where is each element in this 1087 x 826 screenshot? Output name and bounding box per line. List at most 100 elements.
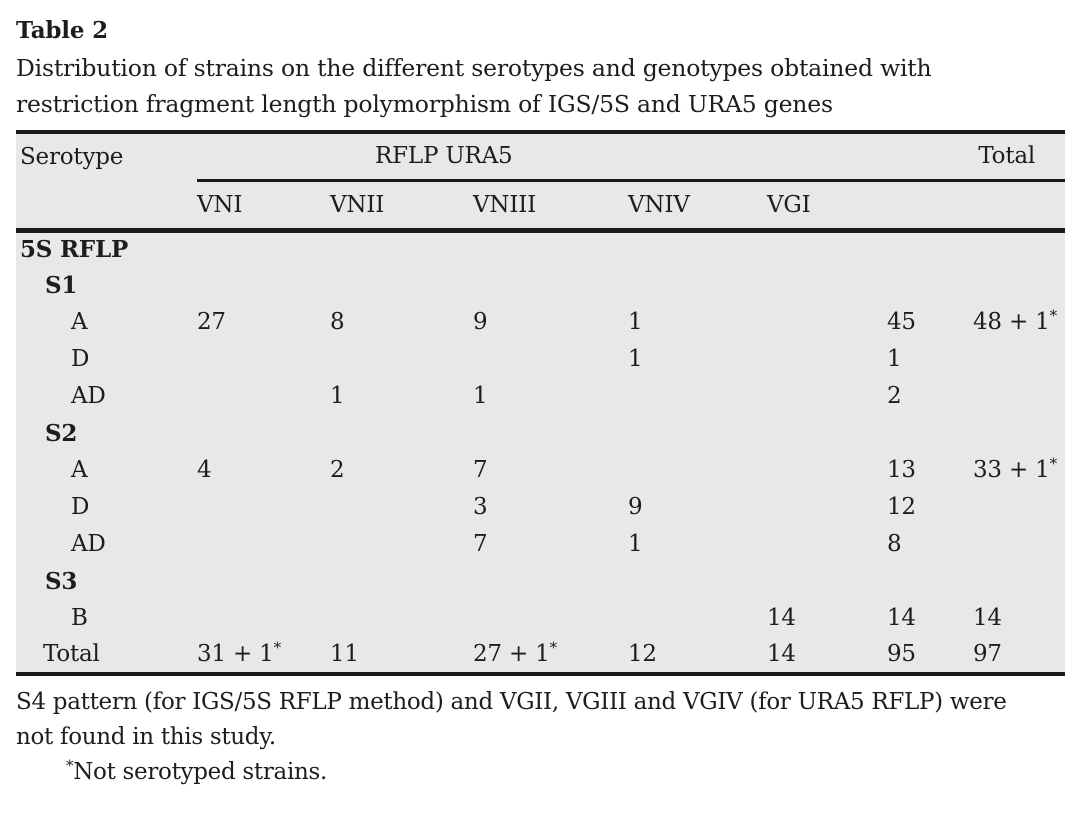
value-cell bbox=[330, 341, 473, 378]
value-cell bbox=[197, 526, 330, 563]
value-cell: 27 + 1* bbox=[473, 638, 558, 667]
value-cell bbox=[473, 600, 628, 637]
value-cell: 12 bbox=[887, 493, 916, 520]
header-row-spanner: Serotype RFLP URA5 Total bbox=[16, 132, 1066, 182]
value-cell bbox=[767, 563, 887, 600]
value-cell: 14 bbox=[887, 604, 916, 631]
value-cell bbox=[767, 230, 887, 267]
table-row: D 1 1 bbox=[16, 341, 1065, 378]
value-cell bbox=[887, 563, 973, 600]
value-cell: 8 bbox=[330, 308, 345, 335]
value-cell: 2 bbox=[887, 382, 902, 409]
value-cell bbox=[887, 267, 973, 304]
table-row: S2 bbox=[16, 415, 1065, 452]
value-cell bbox=[330, 267, 473, 304]
table-row: Total 31 + 1* 11 27 + 1* 12 14 95 97 bbox=[16, 637, 1065, 674]
empty-header-cell bbox=[16, 180, 197, 233]
asterisk-superscript: * bbox=[1049, 454, 1058, 473]
row-label: A bbox=[71, 456, 88, 483]
table-row: D 3 9 12 bbox=[16, 489, 1065, 526]
value-cell: 1 bbox=[628, 345, 643, 372]
serotype-genotype-table: Serotype RFLP URA5 Total VNI VNII VNIII … bbox=[16, 130, 1066, 676]
value-cell bbox=[887, 415, 973, 452]
header-row-genotypes: VNI VNII VNIII VNIV VGI bbox=[16, 180, 1066, 233]
value-cell bbox=[767, 526, 887, 563]
value-cell bbox=[197, 563, 330, 600]
value-cell bbox=[628, 415, 767, 452]
column-group-header-rflp-ura5: RFLP URA5 bbox=[375, 143, 513, 170]
value-cell bbox=[767, 489, 887, 526]
value-cell bbox=[197, 378, 330, 415]
column-header-vgi: VGI bbox=[767, 180, 887, 233]
value-cell: 27 bbox=[197, 308, 226, 335]
value-cell: 1 bbox=[887, 345, 902, 372]
value-cell bbox=[628, 230, 767, 267]
row-label: AD bbox=[71, 530, 106, 557]
asterisk-superscript: * bbox=[273, 638, 282, 657]
value-cell bbox=[767, 378, 887, 415]
value-cell bbox=[973, 267, 1065, 304]
value-cell bbox=[767, 267, 887, 304]
value-cell bbox=[767, 304, 887, 341]
value-cell: 7 bbox=[473, 530, 488, 557]
value-cell bbox=[628, 378, 767, 415]
value-cell bbox=[973, 378, 1065, 415]
value-cell bbox=[473, 341, 628, 378]
value-cell bbox=[197, 230, 330, 267]
row-label: B bbox=[71, 604, 88, 631]
table-row: A 27 8 9 1 45 48 + 1* bbox=[16, 304, 1065, 341]
value-cell bbox=[330, 415, 473, 452]
column-header-vnii: VNII bbox=[330, 180, 473, 233]
asterisk-superscript: * bbox=[1049, 306, 1058, 325]
column-header-total: Total bbox=[978, 143, 1036, 170]
value-cell: 2 bbox=[330, 456, 345, 483]
row-label: D bbox=[71, 493, 90, 520]
value-cell: 12 bbox=[628, 640, 657, 667]
row-label: 5S RFLP bbox=[20, 236, 129, 264]
value-cell bbox=[767, 341, 887, 378]
value-cell bbox=[197, 267, 330, 304]
value-cell: 1 bbox=[330, 382, 345, 409]
value-cell: 9 bbox=[628, 493, 643, 520]
column-header-vniii: VNIII bbox=[473, 180, 628, 233]
asterisk-superscript: * bbox=[549, 638, 558, 657]
value-cell bbox=[473, 267, 628, 304]
value-cell bbox=[330, 600, 473, 637]
table-row: S1 bbox=[16, 267, 1065, 304]
footnote-line-1: S4 pattern (for IGS/5S RFLP method) and … bbox=[16, 689, 1007, 715]
value-cell bbox=[973, 526, 1065, 563]
value-cell bbox=[330, 489, 473, 526]
value-cell bbox=[973, 341, 1065, 378]
table-row: S3 bbox=[16, 563, 1065, 600]
asterisk-marker: * bbox=[66, 756, 74, 775]
value-cell bbox=[473, 230, 628, 267]
value-cell bbox=[973, 489, 1065, 526]
row-label: S2 bbox=[45, 419, 78, 447]
value-cell: 1 bbox=[628, 308, 643, 335]
value-cell bbox=[473, 415, 628, 452]
value-cell bbox=[973, 563, 1065, 600]
value-cell bbox=[887, 230, 973, 267]
value-cell bbox=[197, 341, 330, 378]
value-cell bbox=[973, 415, 1065, 452]
row-label: AD bbox=[71, 382, 106, 409]
row-label: A bbox=[71, 308, 88, 335]
table-row: AD 1 1 2 bbox=[16, 378, 1065, 415]
row-label: S1 bbox=[45, 271, 78, 299]
value-cell bbox=[197, 489, 330, 526]
value-cell: 97 bbox=[973, 640, 1002, 667]
value-cell bbox=[628, 267, 767, 304]
row-label: Total bbox=[43, 640, 100, 667]
value-cell: 4 bbox=[197, 456, 212, 483]
table-footnotes: S4 pattern (for IGS/5S RFLP method) and … bbox=[16, 685, 1065, 790]
table-row: AD 7 1 8 bbox=[16, 526, 1065, 563]
value-cell bbox=[628, 452, 767, 489]
column-header-vniv: VNIV bbox=[628, 180, 767, 233]
value-cell: 9 bbox=[473, 308, 488, 335]
empty-header-cell bbox=[973, 180, 1066, 233]
table-row: 5S RFLP bbox=[16, 230, 1065, 267]
value-cell: 45 bbox=[887, 308, 916, 335]
value-cell bbox=[767, 452, 887, 489]
table-title: Table 2 bbox=[16, 17, 108, 44]
value-cell: 33 + 1* bbox=[973, 454, 1058, 483]
